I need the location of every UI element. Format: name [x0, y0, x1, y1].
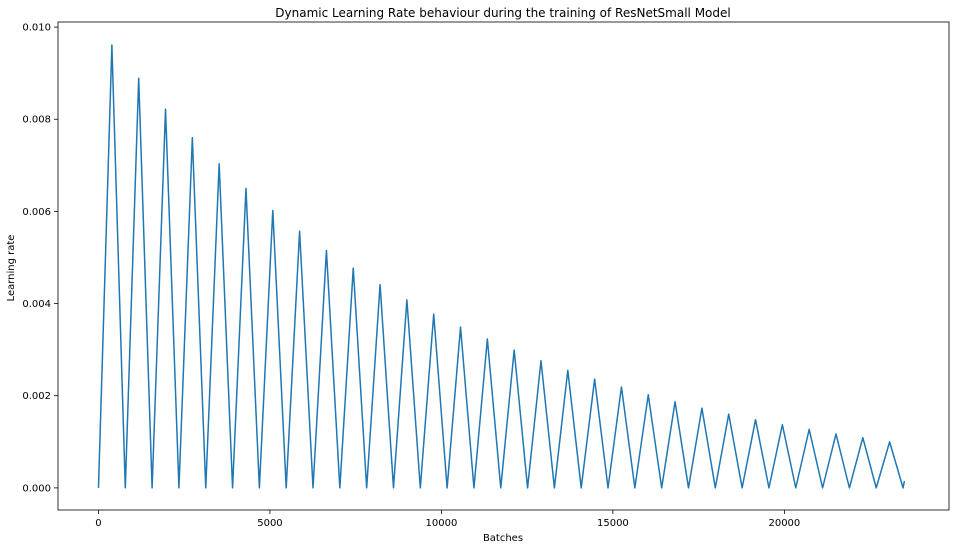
y-tick-label: 0.002: [22, 391, 51, 402]
x-tick-label: 15000: [597, 518, 629, 529]
x-axis-label: Batches: [483, 533, 523, 544]
y-tick-label: 0.000: [22, 483, 51, 494]
y-axis-label: Learning rate: [6, 235, 17, 302]
y-tick-label: 0.006: [22, 207, 51, 218]
y-tick-label: 0.008: [22, 115, 51, 126]
y-tick-label: 0.010: [22, 23, 51, 34]
x-tick-label: 0: [95, 518, 101, 529]
x-tick-label: 10000: [426, 518, 458, 529]
x-tick-label: 5000: [257, 518, 282, 529]
x-tick-label: 20000: [768, 518, 800, 529]
plot-frame: [57, 21, 950, 511]
y-tick-label: 0.004: [22, 299, 51, 310]
learning-rate-line: [97, 44, 906, 489]
plot-area: 0 5000 10000 15000 20000 0.000 0.002 0.004 0.006…: [22, 21, 950, 529]
chart-title: Dynamic Learning Rate behaviour during t…: [275, 6, 730, 20]
